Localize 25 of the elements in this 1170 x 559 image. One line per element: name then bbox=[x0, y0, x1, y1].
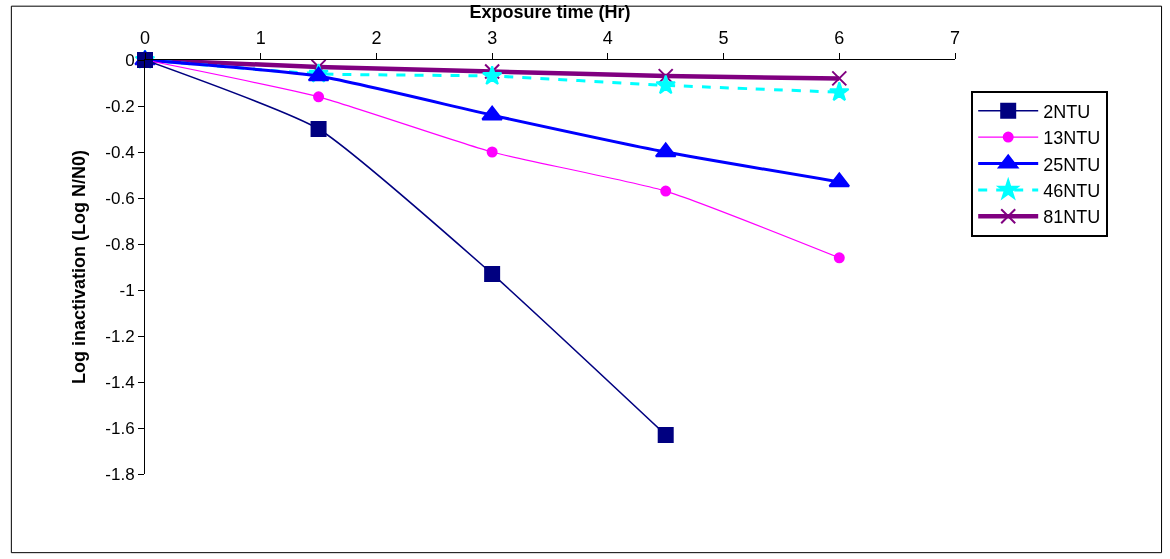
legend-label: 13NTU bbox=[1043, 128, 1101, 149]
y-tick-label: 0 bbox=[125, 50, 135, 70]
x-tick-label: 4 bbox=[602, 27, 613, 48]
x-tick-label: 2 bbox=[371, 27, 382, 48]
y-tick-label: -1.2 bbox=[105, 326, 135, 346]
legend-label: 46NTU bbox=[1043, 180, 1101, 201]
legend-label: 25NTU bbox=[1043, 154, 1101, 175]
y-tick-label: -1.8 bbox=[105, 464, 135, 484]
x-tick-label: 7 bbox=[949, 27, 961, 48]
y-tick-label: -0.6 bbox=[105, 188, 135, 208]
x-tick-label: 3 bbox=[487, 27, 498, 48]
y-axis-title: Log inactivation (Log N/N0) bbox=[68, 150, 89, 384]
legend-label: 2NTU bbox=[1043, 101, 1091, 122]
y-tick-label: -0.2 bbox=[105, 96, 135, 116]
y-tick-label: -1.6 bbox=[105, 418, 135, 438]
x-tick-label: 5 bbox=[718, 27, 729, 48]
x-tick-label: 1 bbox=[255, 27, 266, 48]
x-tick-label: 6 bbox=[834, 27, 845, 48]
legend-label: 81NTU bbox=[1043, 207, 1101, 228]
y-tick-label: -0.8 bbox=[105, 234, 135, 254]
y-tick-label: -0.4 bbox=[105, 142, 135, 162]
x-axis-title: Exposure time (Hr) bbox=[469, 2, 631, 22]
x-tick-label: 0 bbox=[139, 27, 151, 48]
y-tick-label: -1.4 bbox=[105, 372, 135, 392]
y-tick-label: -1 bbox=[119, 280, 135, 300]
